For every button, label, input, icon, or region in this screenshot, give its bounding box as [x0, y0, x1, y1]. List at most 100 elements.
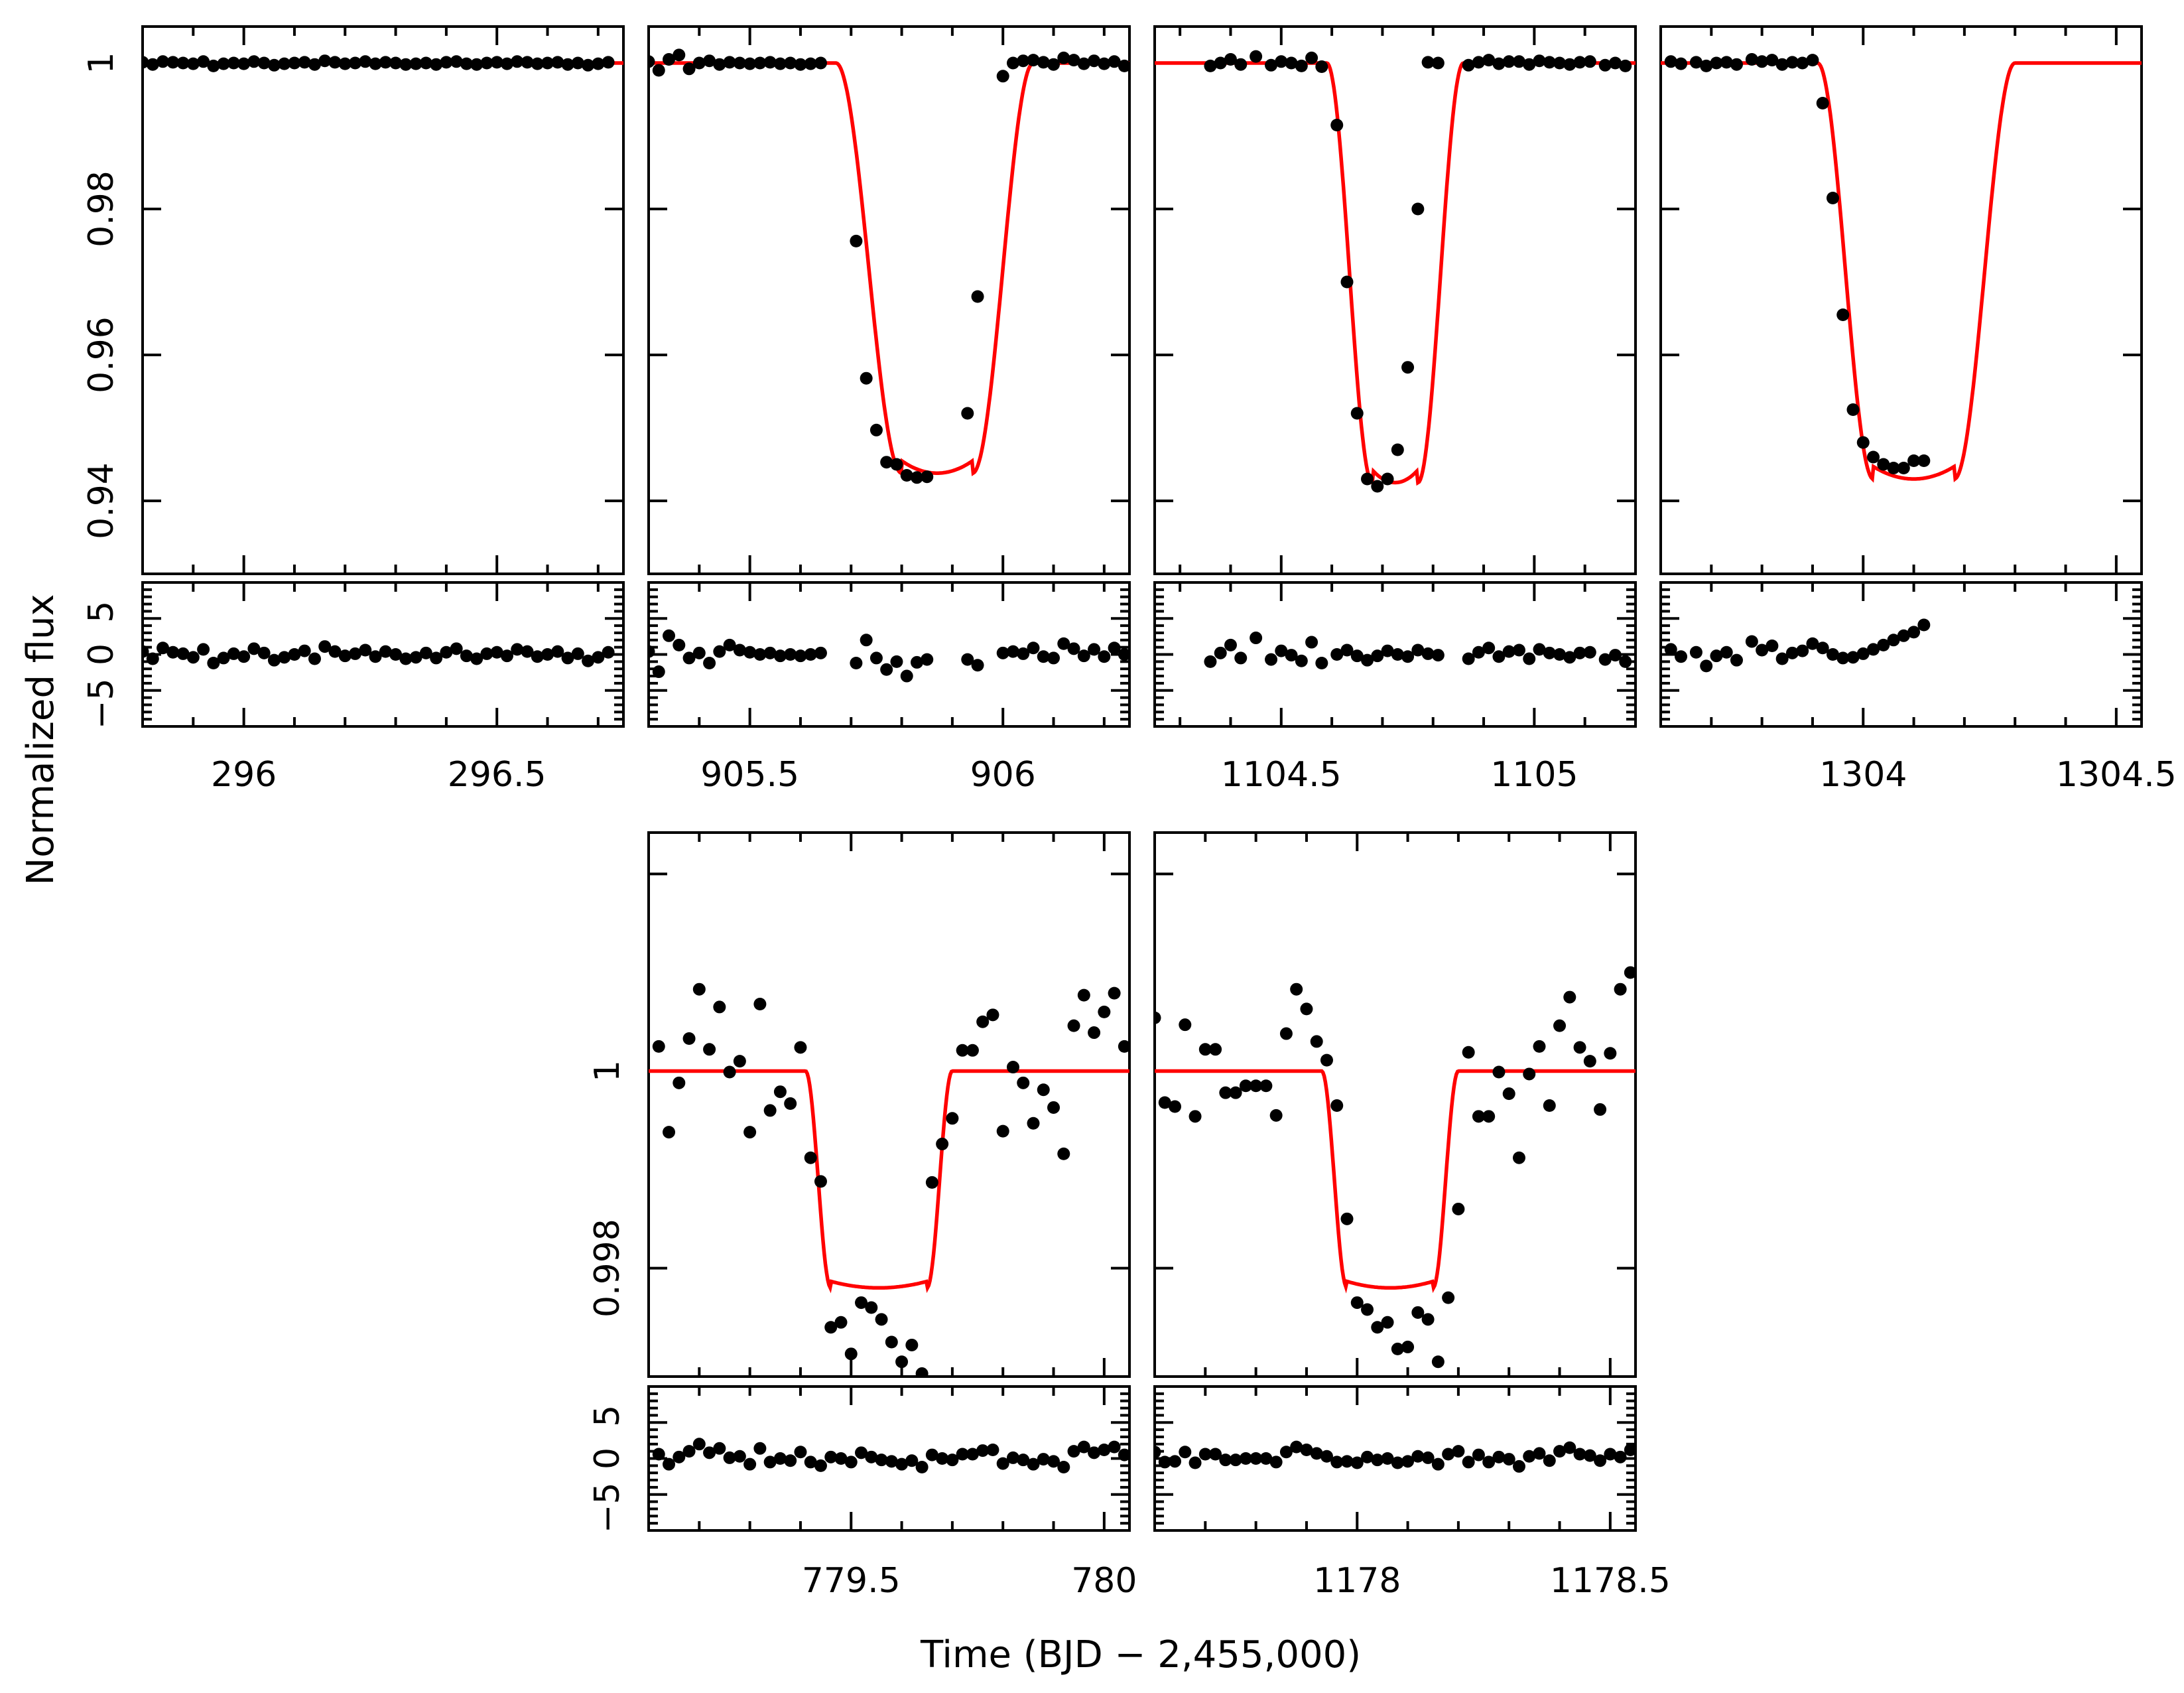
residual-point — [1533, 643, 1546, 656]
residual-point — [663, 629, 676, 642]
flux-point — [450, 55, 463, 68]
flux-point — [1766, 54, 1779, 67]
flux-point — [480, 56, 493, 70]
residual-point — [1361, 1450, 1374, 1463]
residual-point — [1027, 1457, 1040, 1471]
flux-point — [1077, 988, 1090, 1002]
residual-point — [419, 646, 432, 659]
residual-point — [1315, 657, 1328, 670]
flux-point — [237, 57, 251, 70]
flux-point — [318, 54, 332, 68]
residual-point — [1614, 1450, 1627, 1463]
flux-point — [1614, 982, 1627, 996]
flux-point — [278, 57, 291, 70]
flux-point — [703, 1043, 716, 1056]
panel-top-2-frame — [647, 25, 1131, 575]
flux-point — [1047, 58, 1060, 71]
flux-point — [338, 57, 352, 70]
x-tick-label: 906 — [970, 755, 1036, 795]
residual-point — [561, 651, 574, 665]
residual-point — [1700, 659, 1713, 673]
flux-point — [1006, 56, 1019, 70]
residual-point — [1047, 1455, 1060, 1468]
flux-point — [1816, 97, 1829, 109]
residual-point — [166, 645, 180, 659]
residual-point — [1401, 1455, 1415, 1468]
residual-point — [1118, 648, 1129, 661]
residual-point — [349, 647, 362, 660]
flux-point — [875, 1313, 888, 1326]
panel-bottom-2: 1178 1178.5 — [1153, 831, 1671, 1601]
flux-point — [1452, 1202, 1465, 1215]
flux-point — [1118, 59, 1129, 72]
flux-point — [1169, 1100, 1182, 1113]
flux-point — [511, 55, 524, 68]
residual-point — [1234, 651, 1248, 665]
residual-point — [531, 650, 544, 663]
residual-point — [1391, 1456, 1404, 1469]
residual-point — [875, 1454, 888, 1467]
residual-point — [1411, 1450, 1425, 1463]
flux-point — [1279, 1027, 1293, 1040]
residual-point — [1077, 649, 1090, 663]
residual-point — [1401, 650, 1415, 663]
residual-point — [1381, 1452, 1394, 1465]
flux-point — [1887, 462, 1900, 474]
residual-point — [379, 645, 392, 658]
flux-point — [1209, 1043, 1222, 1056]
flux-point — [1067, 1019, 1080, 1032]
flux-point — [1583, 55, 1596, 68]
residual-point — [910, 655, 923, 669]
residual-point — [794, 1446, 807, 1459]
flux-point — [1305, 51, 1318, 64]
flux-point — [936, 1137, 949, 1150]
residual-point — [1720, 645, 1733, 659]
flux-point — [1512, 1151, 1525, 1164]
residual-point — [1543, 646, 1556, 659]
residual-point — [733, 1450, 746, 1463]
residual-point — [318, 640, 332, 653]
residual-point — [753, 1442, 767, 1455]
panel-bottom-1-frame — [647, 831, 1131, 1378]
residual-point — [1330, 1456, 1344, 1469]
residual-point — [217, 651, 230, 665]
flux-point — [1234, 58, 1248, 71]
flux-point — [723, 56, 736, 69]
x-tick-label: 779.5 — [802, 1561, 901, 1601]
flux-point — [1350, 407, 1364, 420]
y-tick-label: 0.94 — [82, 462, 121, 539]
x-axis-label: Time (BJD − 2,455,000) — [920, 1633, 1361, 1676]
flux-point — [1411, 202, 1425, 216]
flux-point — [1897, 462, 1910, 474]
residual-point — [1482, 1456, 1496, 1469]
flux-point — [166, 56, 180, 69]
flux-point — [247, 55, 261, 68]
residual-point — [1017, 1454, 1030, 1467]
flux-point — [784, 1097, 797, 1111]
flux-point — [1250, 50, 1263, 63]
flux-point — [649, 55, 655, 68]
residual-point — [1371, 1454, 1384, 1467]
residual-point — [1492, 1450, 1506, 1463]
flux-point — [227, 56, 240, 70]
flux-point — [1310, 1035, 1323, 1048]
flux-point — [814, 1175, 827, 1188]
residual-point — [430, 651, 443, 665]
residual-point — [743, 1457, 757, 1471]
residual-point — [956, 1448, 969, 1461]
residual-point — [1472, 645, 1485, 659]
flux-point — [1118, 1040, 1129, 1053]
residual-point — [1098, 650, 1111, 663]
residual-point — [1285, 649, 1298, 662]
flux-point — [733, 56, 746, 70]
residual-point — [936, 1452, 949, 1465]
residual-point — [197, 643, 210, 656]
flux-point — [1027, 1117, 1040, 1130]
residual-point — [1604, 1448, 1617, 1461]
residual-point — [1250, 1452, 1263, 1465]
flux-point — [1689, 56, 1702, 69]
residual-point — [834, 1452, 848, 1465]
flux-point — [460, 57, 473, 70]
residual-point — [814, 1459, 827, 1472]
flux-point — [1290, 982, 1303, 996]
